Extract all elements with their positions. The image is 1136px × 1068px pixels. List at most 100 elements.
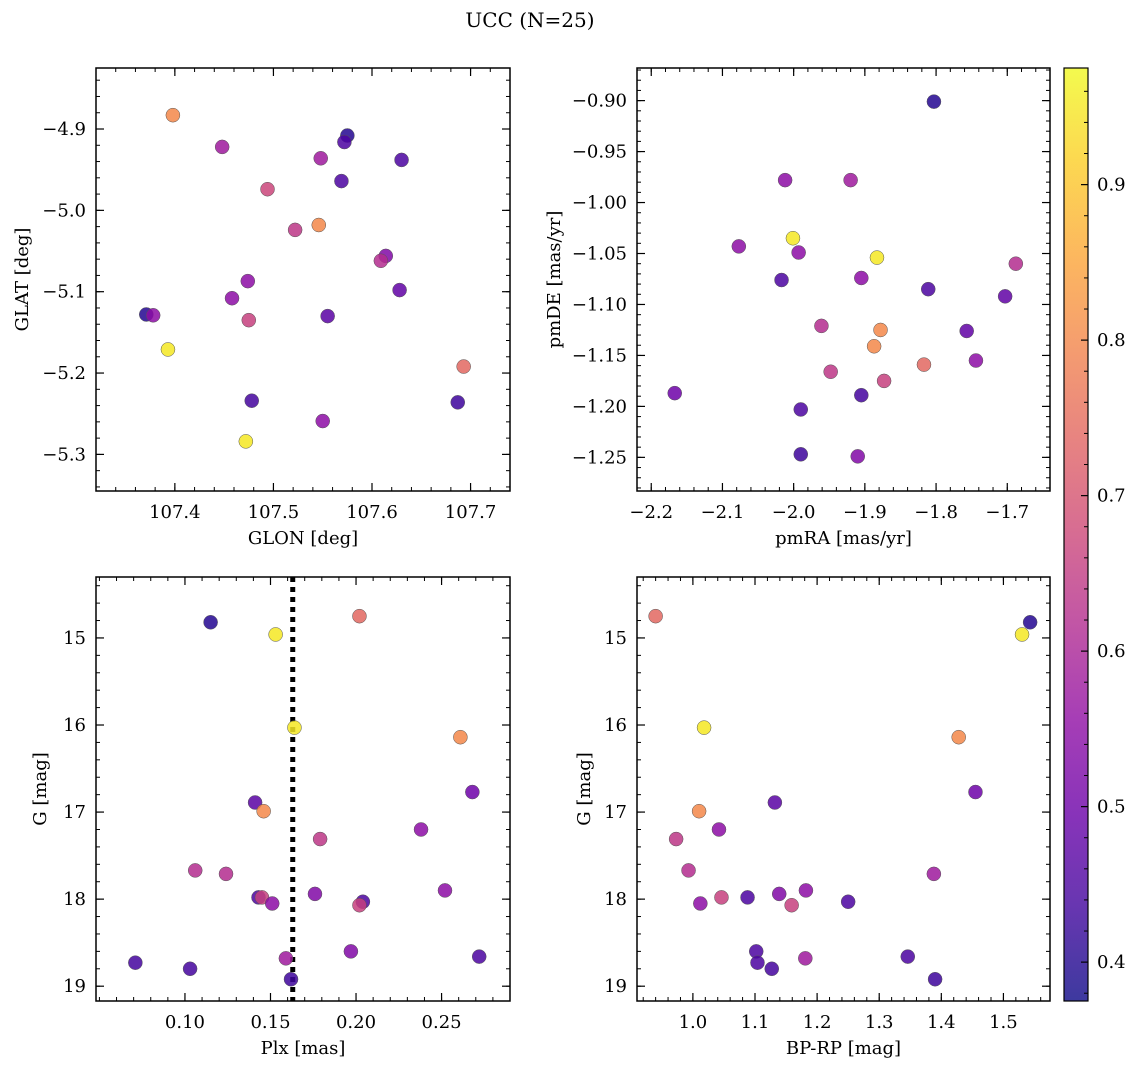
data-point: [873, 322, 888, 338]
data-point: [968, 784, 983, 800]
y-tick-label: −4.9: [42, 119, 86, 140]
x-tick-label: 1.2: [803, 1012, 832, 1033]
y-tick-label: 16: [63, 715, 86, 736]
x-tick-label: 0.20: [336, 1012, 376, 1033]
panel-glon-glat: 107.4 107.5 107.6 107.7 −4.9 −5.0 −5.1 −5.2 −5.3…: [12, 67, 511, 549]
x-tick-label: −1.8: [914, 502, 958, 523]
y-tick-label: 18: [604, 889, 627, 910]
data-point: [900, 949, 916, 964]
panel-bprp-g: 1.0 1.1 1.2 1.3 1.4 1.5 15 16 17 18 19 BP-RP [mag] G…: [574, 576, 1051, 1059]
data-point: [283, 971, 299, 987]
colorbar-tick-label: 0.5: [1097, 797, 1126, 818]
data-point: [854, 270, 869, 286]
data-point: [260, 181, 275, 197]
data-point: [798, 883, 814, 898]
data-point: [394, 152, 409, 168]
y-tick-label: −1.15: [572, 345, 627, 366]
data-point: [750, 955, 765, 970]
points-plx-g: [128, 577, 487, 1001]
y-tick-label: −1.05: [572, 244, 627, 265]
data-point: [764, 961, 780, 977]
data-point: [437, 883, 453, 898]
x-axis-label: BP-RP [mag]: [786, 1038, 901, 1059]
data-point: [320, 308, 335, 324]
data-point: [926, 94, 942, 109]
colorbar-tick-label: 0.6: [1097, 641, 1126, 662]
data-point: [711, 822, 727, 837]
data-point: [392, 282, 407, 298]
data-point: [264, 896, 280, 911]
data-point: [667, 385, 682, 401]
data-point: [648, 608, 663, 624]
y-tick-label: −1.25: [572, 447, 627, 468]
data-point: [843, 172, 858, 188]
y-tick-label: 16: [604, 715, 627, 736]
x-axis-label: Plx [mas]: [261, 1038, 346, 1059]
data-point: [224, 290, 240, 306]
data-point: [798, 951, 813, 966]
data-point: [959, 323, 974, 339]
data-point: [334, 173, 349, 189]
data-point: [218, 866, 234, 882]
data-point: [869, 250, 885, 265]
data-point: [767, 795, 783, 810]
x-tick-label: 107.4: [149, 502, 201, 523]
x-tick-label: 1.0: [679, 1012, 708, 1033]
data-point: [668, 831, 684, 847]
colorbar-gradient: [1064, 68, 1088, 1001]
data-point: [1008, 256, 1024, 271]
y-tick-label: 19: [63, 976, 86, 997]
figure-title: UCC (N=25): [465, 8, 594, 32]
data-point: [313, 151, 328, 166]
data-point: [866, 339, 882, 354]
data-point: [352, 608, 367, 624]
data-point: [1022, 615, 1038, 630]
y-tick-label: −0.95: [572, 142, 627, 163]
colorbar-frame: [1063, 67, 1089, 1002]
data-point: [1014, 627, 1030, 642]
colorbar-tick-label: 0.8: [1097, 330, 1126, 351]
x-tick-label: 1.3: [865, 1012, 894, 1033]
y-tick-label: −5.1: [42, 282, 86, 303]
data-point: [693, 896, 708, 911]
y-tick-label: −5.2: [42, 363, 86, 384]
data-point: [413, 822, 429, 837]
x-tick-label: 1.4: [927, 1012, 956, 1033]
data-point: [352, 897, 367, 913]
data-point: [927, 971, 943, 987]
data-point: [823, 364, 838, 379]
x-tick-label: −2.1: [701, 502, 745, 523]
colorbar-tick-label: 0.7: [1097, 486, 1126, 507]
x-tick-label: 0.10: [165, 1012, 205, 1033]
data-point: [471, 949, 487, 964]
x-tick-label: −2.2: [629, 502, 673, 523]
x-tick-label: −1.7: [985, 502, 1029, 523]
data-point: [128, 955, 143, 970]
data-point: [343, 944, 359, 959]
x-tick-label: 0.15: [250, 1012, 290, 1033]
points-pmra-pmde: [667, 94, 1024, 464]
x-tick-label: 107.6: [346, 502, 398, 523]
y-tick-label: 17: [604, 802, 627, 823]
y-tick-label: 18: [63, 889, 86, 910]
data-point: [145, 308, 161, 323]
data-point: [777, 172, 793, 188]
data-point: [337, 134, 352, 150]
x-tick-label: 107.5: [248, 502, 300, 523]
data-point: [968, 353, 984, 368]
y-axis-label: G [mag]: [574, 752, 595, 825]
points-bprp-g: [648, 608, 1038, 987]
data-point: [456, 359, 471, 374]
data-point: [793, 402, 809, 417]
data-point: [214, 139, 230, 155]
x-tick-label: 0.25: [422, 1012, 462, 1033]
y-axis-label: GLAT [deg]: [12, 228, 33, 332]
y-axis-label: pmDE [mas/yr]: [544, 211, 565, 349]
data-point: [791, 245, 806, 260]
data-point: [187, 863, 203, 878]
data-point: [312, 831, 328, 847]
data-point: [774, 272, 789, 288]
axes-frame: [95, 576, 511, 1002]
x-tick-label: −2.0: [772, 502, 816, 523]
data-point: [920, 281, 936, 297]
